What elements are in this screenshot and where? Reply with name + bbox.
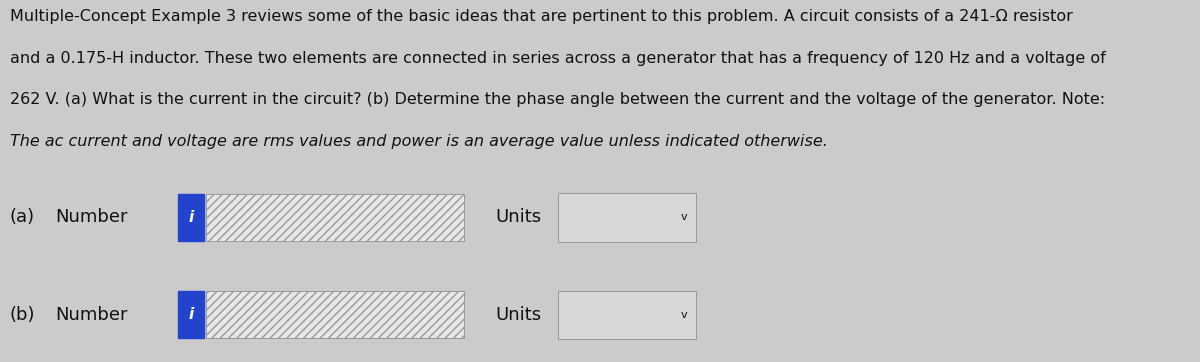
Text: Number: Number (55, 306, 127, 324)
FancyBboxPatch shape (206, 194, 464, 241)
FancyBboxPatch shape (178, 194, 204, 241)
Text: (b): (b) (10, 306, 35, 324)
Text: i: i (188, 307, 193, 323)
FancyBboxPatch shape (178, 291, 204, 338)
Text: v: v (680, 212, 688, 222)
Text: Units: Units (496, 208, 541, 226)
Text: 262 V. (a) What is the current in the circuit? (b) Determine the phase angle bet: 262 V. (a) What is the current in the ci… (10, 92, 1105, 107)
Text: The ac current and voltage are rms values and power is an average value unless i: The ac current and voltage are rms value… (10, 134, 828, 149)
Text: i: i (188, 210, 193, 225)
Text: (a): (a) (10, 208, 35, 226)
Text: Multiple-Concept Example 3 reviews some of the basic ideas that are pertinent to: Multiple-Concept Example 3 reviews some … (10, 9, 1073, 24)
FancyBboxPatch shape (558, 193, 696, 242)
FancyBboxPatch shape (206, 291, 464, 338)
Text: v: v (680, 310, 688, 320)
FancyBboxPatch shape (558, 290, 696, 340)
Text: and a 0.175-H inductor. These two elements are connected in series across a gene: and a 0.175-H inductor. These two elemen… (10, 51, 1105, 66)
Text: Units: Units (496, 306, 541, 324)
Text: Number: Number (55, 208, 127, 226)
